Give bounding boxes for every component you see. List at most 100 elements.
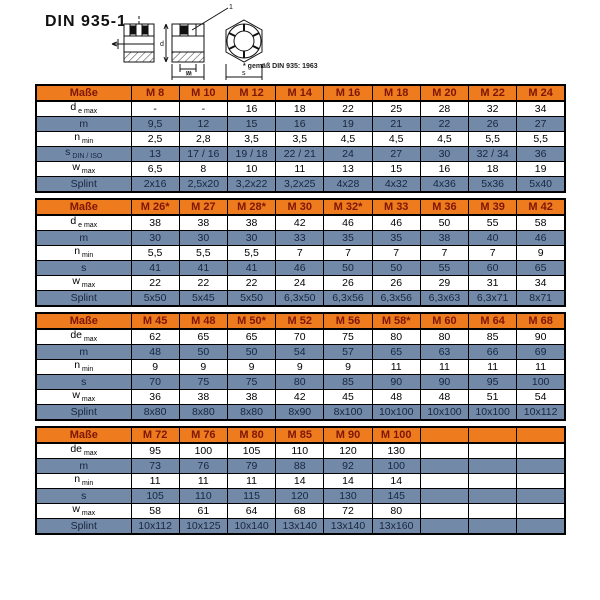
- value-cell: 50: [323, 260, 373, 276]
- value-cell: 51: [468, 389, 518, 405]
- value-cell: 18: [468, 161, 518, 177]
- value-cell: 7: [468, 245, 518, 261]
- value-cell: 32 / 34: [468, 146, 518, 162]
- value-cell: 10x125: [178, 518, 228, 535]
- size-column-header: M 80: [226, 426, 277, 444]
- value-cell: 28: [419, 100, 470, 117]
- value-cell: 65: [516, 260, 566, 276]
- value-cell: 24: [323, 146, 373, 162]
- value-cell: 34: [516, 100, 566, 117]
- corner-header: Maße: [35, 426, 132, 444]
- value-cell: 30: [419, 146, 470, 162]
- value-cell: 4x28: [323, 176, 373, 193]
- value-cell: 95: [130, 442, 180, 459]
- din-size-table-2: Maße M 26* M 27 M 28* M 30 M 32* M 33 M 36 M 39 M…: [35, 198, 566, 307]
- value-cell: 3,2x25: [275, 176, 325, 193]
- value-cell: 115: [226, 488, 277, 504]
- size-column-header: M 20: [419, 84, 470, 102]
- value-cell: 58: [516, 214, 566, 231]
- table-row: n min 2,5 2,8 3,5 3,5 4,5 4,5 4,5 5,5 5,5: [35, 131, 566, 147]
- value-cell: 105: [226, 442, 277, 459]
- size-column-header: M 45: [130, 312, 180, 330]
- value-cell: 65: [371, 344, 421, 360]
- value-cell: 5x50: [130, 290, 180, 307]
- table-row: Splint 2x16 2,5x20 3,2x22 3,2x25 4x28 4x32 4x36…: [35, 176, 566, 193]
- value-cell: 80: [275, 374, 325, 390]
- size-column-header: M 58*: [371, 312, 421, 330]
- value-cell: 64: [226, 503, 277, 519]
- size-column-header: M 42: [516, 198, 566, 216]
- value-cell: 40: [468, 230, 518, 246]
- value-cell: 7: [371, 245, 421, 261]
- value-cell: 80: [371, 328, 421, 345]
- value-cell: 3,5: [275, 131, 325, 147]
- value-cell: 16: [419, 161, 470, 177]
- value-cell: 10: [226, 161, 277, 177]
- row-label: Splint: [35, 518, 132, 535]
- value-cell: 5x36: [468, 176, 518, 193]
- value-cell: 9: [275, 359, 325, 375]
- value-cell: [419, 488, 470, 504]
- size-column-header: [419, 426, 470, 444]
- row-label: Splint: [35, 404, 132, 421]
- value-cell: 65: [226, 328, 277, 345]
- value-cell: 11: [130, 473, 180, 489]
- value-cell: 38: [178, 214, 228, 231]
- value-cell: 30: [226, 230, 277, 246]
- value-cell: 15: [371, 161, 421, 177]
- table-row: m 48 50 50 54 57 65 63 66 69: [35, 344, 566, 360]
- size-column-header: M 56: [323, 312, 373, 330]
- value-cell: [419, 442, 470, 459]
- value-cell: 10x112: [130, 518, 180, 535]
- size-column-header: M 22: [468, 84, 518, 102]
- side-view: [111, 16, 155, 63]
- page-title: DIN 935-1: [45, 13, 127, 30]
- value-cell: 32: [468, 100, 518, 117]
- value-cell: 10x100: [468, 404, 518, 421]
- value-cell: 10x100: [371, 404, 421, 421]
- value-cell: 35: [371, 230, 421, 246]
- row-label: d e max: [35, 214, 132, 231]
- row-label: m: [35, 116, 132, 132]
- value-cell: 13: [130, 146, 180, 162]
- value-cell: 14: [323, 473, 373, 489]
- table-row: w max 36 38 38 42 45 48 48 51 54: [35, 389, 566, 405]
- value-cell: 5,5: [178, 245, 228, 261]
- value-cell: 2,5: [130, 131, 180, 147]
- row-label: n min: [35, 359, 132, 375]
- row-label: m: [35, 458, 132, 474]
- value-cell: 11: [275, 161, 325, 177]
- value-cell: 2,5x20: [178, 176, 228, 193]
- value-cell: 5,5: [516, 131, 566, 147]
- value-cell: 110: [275, 442, 325, 459]
- value-cell: 90: [516, 328, 566, 345]
- size-column-header: M 33: [371, 198, 421, 216]
- value-cell: [516, 442, 566, 459]
- table-row: s 70 75 75 80 85 90 90 95 100: [35, 374, 566, 390]
- value-cell: [516, 473, 566, 489]
- value-cell: [419, 518, 470, 535]
- value-cell: 90: [419, 374, 470, 390]
- table-row: s DIN / ISO 13 17 / 16 19 / 18 22 / 21 24 27 30…: [35, 146, 566, 162]
- table-header-row: Maße M 26* M 27 M 28* M 30 M 32* M 33 M 36 M 39 M…: [35, 198, 566, 216]
- row-label: m: [35, 344, 132, 360]
- value-cell: 60: [468, 260, 518, 276]
- size-column-header: M 14: [275, 84, 325, 102]
- value-cell: 130: [323, 488, 373, 504]
- value-cell: 11: [419, 359, 470, 375]
- value-cell: -: [130, 100, 180, 117]
- row-label: s DIN / ISO: [35, 146, 132, 162]
- size-column-header: M 18: [371, 84, 421, 102]
- value-cell: 46: [516, 230, 566, 246]
- value-cell: 30: [178, 230, 228, 246]
- table-row: w max 22 22 22 24 26 26 29 31 34: [35, 275, 566, 291]
- value-cell: 79: [226, 458, 277, 474]
- value-cell: [419, 503, 470, 519]
- row-label: w max: [35, 275, 132, 291]
- value-cell: 5,5: [468, 131, 518, 147]
- size-column-header: M 26*: [130, 198, 180, 216]
- value-cell: 36: [516, 146, 566, 162]
- table-row: d e max - -16 18 22 25 28 32 34: [35, 100, 566, 117]
- size-column-header: [468, 426, 518, 444]
- row-label: n min: [35, 131, 132, 147]
